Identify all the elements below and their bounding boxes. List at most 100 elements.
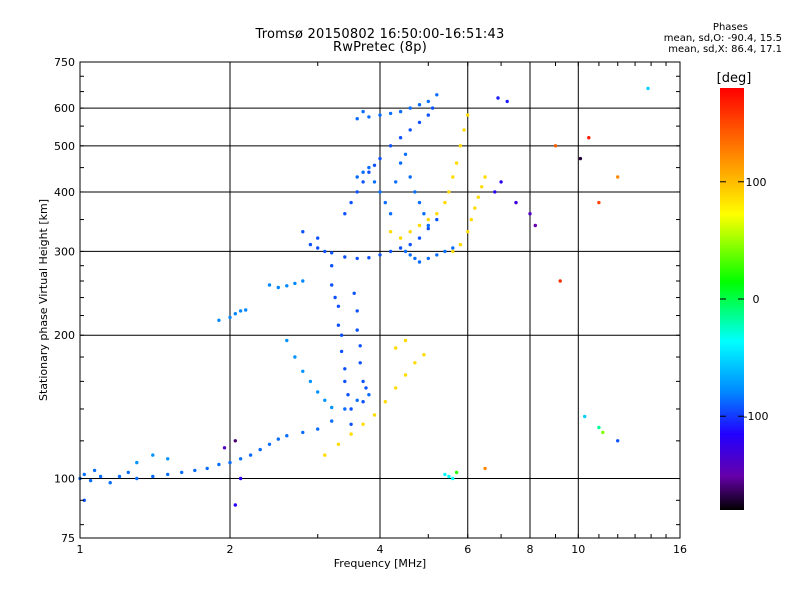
echo-point	[398, 109, 403, 114]
y-tick-label: 300	[54, 245, 75, 258]
echo-point	[646, 86, 650, 91]
echo-point	[323, 398, 327, 402]
echo-point	[558, 279, 562, 283]
echo-point	[408, 230, 412, 234]
echo-point	[372, 180, 377, 184]
y-tick-label: 100	[54, 473, 75, 486]
echo-point	[514, 200, 518, 205]
echo-point	[333, 295, 337, 300]
echo-point	[413, 190, 417, 194]
echo-point	[408, 128, 412, 132]
echo-point	[330, 405, 334, 410]
echo-point	[323, 249, 327, 254]
colorbar-tick-label: 100	[746, 176, 767, 189]
x-tick-label: 2	[227, 543, 234, 556]
echo-point	[293, 355, 297, 359]
echo-point	[443, 472, 447, 477]
echo-point	[276, 437, 280, 441]
echo-point	[343, 212, 347, 216]
echo-point	[408, 106, 412, 110]
echo-point	[616, 175, 620, 179]
echo-point	[316, 246, 320, 250]
echo-point	[323, 453, 327, 457]
echo-point	[336, 442, 341, 446]
echo-point	[367, 115, 371, 119]
echo-point	[422, 212, 426, 216]
echo-point	[151, 474, 155, 479]
echo-point	[403, 338, 408, 343]
echo-point	[151, 453, 155, 457]
echo-point	[451, 246, 455, 250]
echo-point	[352, 291, 356, 295]
echo-point	[343, 407, 347, 411]
echo-point	[293, 281, 297, 286]
echo-point	[435, 217, 439, 222]
chart-subtitle: RwPretec (8p)	[333, 40, 427, 55]
echo-point	[383, 200, 387, 205]
x-tick-label: 6	[464, 543, 471, 556]
echo-point	[422, 353, 426, 357]
echo-point	[339, 349, 344, 354]
echo-point	[473, 206, 477, 210]
echo-point	[367, 165, 371, 170]
grid-lines	[80, 62, 680, 538]
echo-point	[378, 156, 382, 161]
echo-point	[426, 113, 430, 117]
echo-point	[466, 113, 470, 117]
echo-point	[483, 175, 487, 179]
echo-points	[78, 86, 650, 507]
echo-point	[355, 175, 359, 179]
echo-point	[469, 217, 473, 222]
echo-point	[601, 430, 605, 435]
echo-point	[499, 180, 503, 184]
echo-point	[330, 264, 334, 268]
echo-point	[361, 379, 365, 384]
echo-point	[417, 236, 422, 240]
axis-ticks: 1 2 4 6 8 10 16 75 100 200 300 400 500 600 750	[54, 56, 687, 556]
echo-point	[367, 393, 371, 397]
echo-point	[435, 253, 439, 257]
echo-point	[417, 103, 422, 107]
echo-point	[533, 223, 537, 228]
echo-point	[238, 457, 243, 461]
echo-point	[336, 323, 341, 327]
echo-point	[408, 175, 412, 179]
echo-point	[476, 195, 480, 199]
echo-point	[454, 161, 459, 165]
echo-point	[403, 152, 408, 156]
echo-point	[493, 190, 497, 194]
echo-point	[339, 333, 344, 337]
echo-point	[316, 236, 320, 240]
echo-point	[267, 283, 272, 287]
colorbar-tick-label: 0	[753, 293, 760, 306]
echo-point	[358, 344, 362, 348]
colorbar-ticks: 100 0 -100	[720, 176, 768, 423]
echo-point	[616, 439, 620, 443]
colorbar-tick-label: -100	[744, 410, 769, 423]
echo-point	[430, 106, 435, 110]
echo-point	[372, 413, 377, 417]
echo-point	[383, 400, 387, 404]
echo-point	[92, 468, 97, 473]
y-tick-label: 750	[54, 56, 75, 69]
echo-point	[361, 109, 365, 114]
echo-point	[285, 284, 289, 288]
echo-point	[597, 200, 601, 205]
echo-point	[308, 242, 313, 247]
echo-point	[258, 447, 262, 452]
echo-point	[398, 161, 403, 165]
echo-point	[205, 466, 209, 471]
echo-point	[166, 457, 170, 461]
echo-point	[217, 462, 221, 467]
echo-point	[435, 212, 439, 216]
echo-point	[355, 328, 359, 332]
echo-point	[394, 346, 398, 350]
echo-point	[301, 279, 305, 283]
echo-point	[394, 386, 398, 390]
echo-point	[553, 144, 558, 148]
echo-point	[349, 432, 353, 436]
echo-point	[193, 468, 197, 473]
echo-point	[403, 373, 408, 377]
